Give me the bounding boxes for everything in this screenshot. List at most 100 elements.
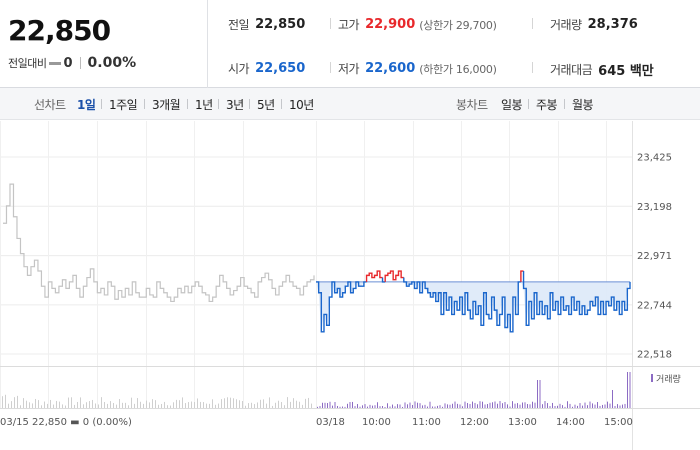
- volume-bar: [32, 403, 33, 408]
- line-chart-label: 선차트: [34, 98, 66, 112]
- volume-bar: [59, 401, 60, 408]
- volume-bar: [203, 402, 204, 408]
- volume-bar: [514, 403, 516, 408]
- volume-value: 28,376: [587, 17, 638, 32]
- volume-bar: [41, 405, 42, 408]
- candle-tab-weekly[interactable]: 주봉: [536, 98, 558, 112]
- volume-bar: [512, 401, 513, 408]
- volume-bar: [537, 380, 538, 408]
- period-tab-10y[interactable]: 10년: [289, 98, 314, 112]
- volume-bar: [349, 402, 351, 408]
- current-price-box: 22,850 전일대비 0 0.00%: [0, 0, 208, 88]
- volume-bar: [302, 404, 303, 408]
- period-tab-3y[interactable]: 3년: [226, 98, 244, 112]
- divider: [564, 99, 565, 109]
- below-reference-fill: [316, 281, 630, 332]
- up-segment: [520, 270, 524, 282]
- volume-bar: [564, 406, 566, 408]
- volume-bar: [344, 406, 346, 408]
- volume-bar: [332, 405, 333, 408]
- volume-bar: [509, 406, 511, 408]
- volume-bar: [469, 404, 471, 408]
- period-tab-1w[interactable]: 1주일: [109, 98, 138, 112]
- volume-bar: [362, 405, 363, 408]
- volume-bar: [567, 401, 568, 408]
- volume-bar: [107, 403, 108, 408]
- volume-bar: [155, 400, 156, 408]
- volume-bar: [287, 397, 288, 408]
- volume-bar: [407, 404, 408, 408]
- volume-bar: [539, 380, 541, 408]
- volume-bar: [152, 399, 153, 408]
- divider: [528, 99, 529, 109]
- period-tab-3m[interactable]: 3개월: [152, 98, 181, 112]
- volume-bar: [17, 395, 18, 408]
- candle-tab-daily[interactable]: 일봉: [501, 98, 523, 112]
- volume-bar: [215, 404, 216, 408]
- volume-bar: [594, 404, 596, 408]
- volume-bar: [251, 402, 252, 408]
- volume-bar: [424, 404, 426, 408]
- volume-bar: [327, 403, 328, 408]
- volume-bar: [35, 398, 36, 408]
- volume-bar: [367, 406, 368, 408]
- volume-bar: [457, 403, 458, 408]
- volume-bar: [609, 403, 611, 408]
- volume-bar: [532, 401, 533, 408]
- change-percent: 0.00%: [87, 55, 137, 71]
- volume-bar: [218, 403, 219, 408]
- volume-legend-swatch: [651, 374, 653, 382]
- volume-bar: [56, 400, 57, 408]
- volume-bar: [484, 404, 486, 408]
- volume-bar: [62, 404, 63, 408]
- volume-bar: [549, 406, 551, 408]
- x-tick-label: 10:00: [362, 417, 391, 428]
- prev-close-label: 전일: [228, 18, 250, 32]
- lower-limit: (하한가 16,000): [419, 62, 497, 76]
- volume-bar: [170, 405, 171, 408]
- volume-bar: [116, 404, 117, 408]
- volume-bar: [233, 398, 234, 408]
- volume-bar: [447, 404, 448, 408]
- chart-grid: [0, 121, 700, 450]
- volume-bar: [394, 406, 396, 408]
- volume-bar: [542, 404, 543, 408]
- volume-bar: [527, 403, 528, 408]
- volume-bar: [239, 400, 240, 408]
- volume-bar: [272, 405, 273, 408]
- volume-bar: [334, 402, 336, 408]
- divider: [330, 62, 331, 73]
- volume-bar: [524, 402, 526, 408]
- divider: [249, 99, 250, 109]
- volume-bar: [504, 402, 506, 408]
- volume-bar: [384, 406, 386, 408]
- volume-bar: [487, 404, 488, 408]
- period-tab-1y[interactable]: 1년: [195, 98, 213, 112]
- candle-tab-monthly[interactable]: 월봉: [572, 98, 594, 112]
- volume-bar: [397, 404, 398, 408]
- volume-bar: [389, 406, 391, 408]
- volume-bar: [74, 404, 75, 408]
- prev-close-value: 22,850: [255, 17, 306, 32]
- volume-bar: [364, 404, 366, 408]
- y-axis-labels: 23,425 23,198 22,971 22,744 22,518: [637, 153, 672, 361]
- y-tick-label: 23,198: [637, 202, 672, 213]
- volume-bar: [101, 397, 102, 408]
- volume-bar: [266, 403, 267, 408]
- volume-bar: [587, 405, 588, 408]
- volume-bar: [467, 403, 468, 408]
- volume-bar: [221, 399, 222, 408]
- volume-bar: [622, 404, 623, 408]
- down-segment: [316, 281, 367, 333]
- low-value: 22,600: [365, 61, 416, 76]
- volume-bar: [167, 405, 168, 408]
- previous-day-series: [3, 183, 315, 303]
- volume-bar: [319, 406, 321, 408]
- volume-bar: [517, 403, 518, 408]
- intraday-price-chart[interactable]: 23,425 23,198 22,971 22,744 22,518 03/15 22,…: [0, 121, 700, 450]
- period-tab-5y[interactable]: 5년: [257, 98, 275, 112]
- volume-bar: [399, 404, 401, 408]
- prev-close-cell: 전일 22,850: [228, 16, 305, 33]
- period-tab-1d[interactable]: 1일: [77, 98, 96, 112]
- volume-bar: [77, 402, 78, 408]
